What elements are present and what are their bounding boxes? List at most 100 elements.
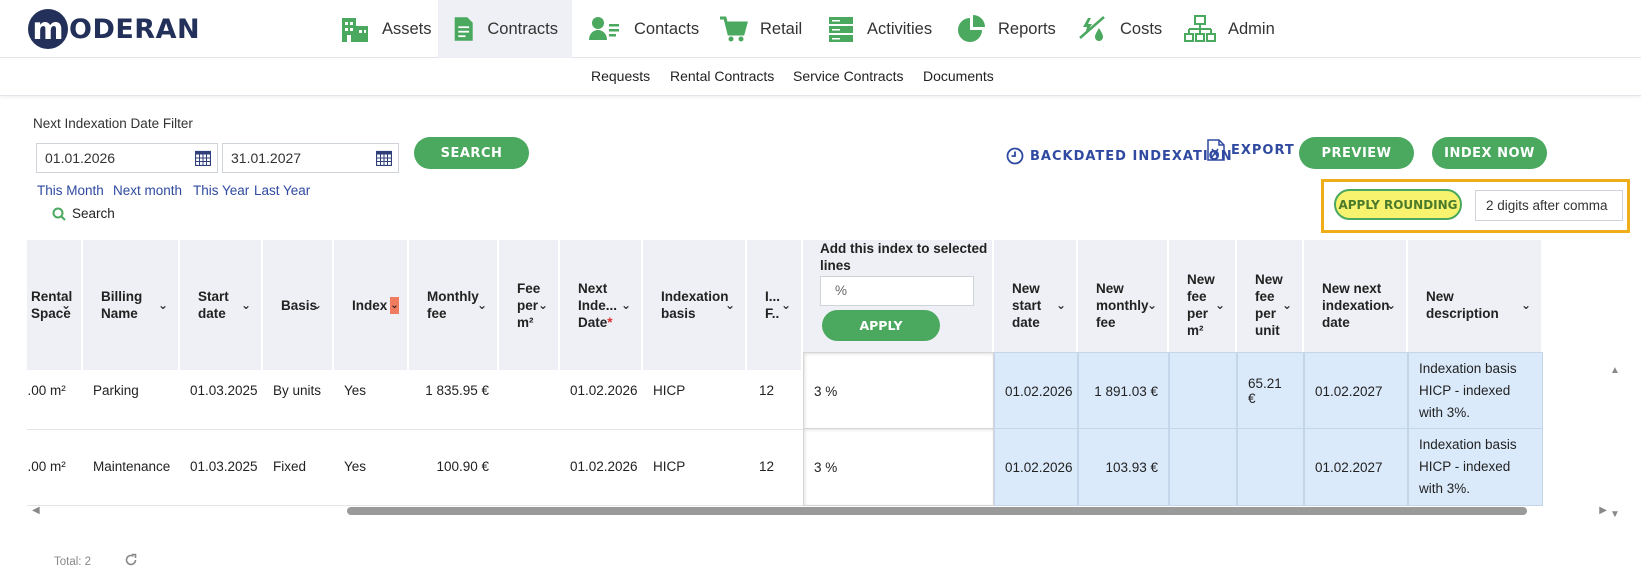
header-text: Fee xyxy=(517,280,541,296)
cart-icon xyxy=(720,16,748,42)
header-text: New xyxy=(1096,280,1124,296)
nav-admin[interactable]: Admin xyxy=(1170,0,1289,58)
quick-link-this-year[interactable]: This Year xyxy=(193,183,250,198)
calendar-icon[interactable] xyxy=(195,150,211,166)
add-index-percent-input[interactable]: % xyxy=(820,276,974,306)
rounding-digits-input[interactable]: 2 digits after comma xyxy=(1475,190,1623,221)
chevron-down-icon: ⌄ xyxy=(476,298,487,312)
nav-reports[interactable]: Reports xyxy=(942,0,1070,58)
header-text: per xyxy=(517,297,539,313)
col-monthly-fee[interactable]: Monthly fee ⌄ xyxy=(409,240,499,370)
date-from-input[interactable]: 01.01.2026 xyxy=(36,143,218,173)
cell-new-fee-per-unit[interactable] xyxy=(1237,428,1304,506)
col-basis[interactable]: Basis ⌄ xyxy=(263,240,334,370)
header-text: Basis xyxy=(281,297,318,313)
chevron-down-icon: ⌄ xyxy=(1214,298,1225,312)
col-i-f[interactable]: I... F.. ⌄ xyxy=(747,240,803,370)
cell-new-fee-per-unit[interactable]: 65.21 € xyxy=(1237,352,1304,430)
moderan-logo[interactable]: m ODERAN xyxy=(28,9,200,49)
refresh-icon[interactable] xyxy=(124,553,138,567)
scroll-right-icon[interactable]: ▶ xyxy=(1599,505,1607,516)
apply-rounding-button[interactable]: APPLY ROUNDING xyxy=(1334,189,1462,220)
sub-navigation: Requests Rental Contracts Service Contra… xyxy=(0,58,1641,96)
cell-basis: Fixed xyxy=(263,428,334,506)
subnav-service-contracts[interactable]: Service Contracts xyxy=(793,68,904,84)
cell-new-start-date[interactable]: 01.02.2026 xyxy=(994,428,1078,506)
col-new-description[interactable]: New description ⌄ xyxy=(1408,240,1543,370)
scroll-down-icon[interactable]: ▼ xyxy=(1610,509,1620,520)
cell-i-f: 12 xyxy=(747,428,803,506)
chevron-down-icon: ⌄ xyxy=(724,298,735,312)
scroll-up-icon[interactable]: ▲ xyxy=(1610,365,1620,376)
col-rental-space[interactable]: Rental Space ⌄ xyxy=(27,240,83,370)
nav-contacts[interactable]: Contacts xyxy=(574,0,713,58)
date-to-input[interactable]: 31.01.2027 xyxy=(222,143,399,173)
nav-costs[interactable]: Costs xyxy=(1064,0,1176,58)
cell-new-fee-per-m2[interactable] xyxy=(1169,428,1237,506)
chevron-down-icon[interactable]: ⌄ xyxy=(390,296,399,314)
col-new-fee-per-unit[interactable]: New fee per unit ⌄ xyxy=(1237,240,1304,370)
vertical-scrollbar[interactable]: ▲ ▼ xyxy=(1610,365,1624,520)
cell-new-fee-per-m2[interactable] xyxy=(1169,352,1237,430)
cell-indexation-basis: HICP xyxy=(643,352,747,430)
cell-add-index-input[interactable]: 3 % xyxy=(803,428,994,506)
search-link[interactable]: Search xyxy=(52,206,115,221)
scroll-left-icon[interactable]: ◀ xyxy=(32,505,40,516)
col-index[interactable]: Index ⌄ xyxy=(334,240,409,370)
quick-link-last-year[interactable]: Last Year xyxy=(254,183,311,198)
cell-new-monthly-fee[interactable]: 103.93 € xyxy=(1078,428,1169,506)
scrollbar-thumb[interactable] xyxy=(347,507,1527,515)
cell-add-index-input[interactable]: 3 % xyxy=(803,352,994,430)
header-text: per xyxy=(1187,306,1209,321)
cell-i-f: 12 xyxy=(747,352,803,430)
quick-link-this-month[interactable]: This Month xyxy=(37,183,104,198)
apply-index-button[interactable]: APPLY xyxy=(822,310,940,341)
chevron-down-icon: ⌄ xyxy=(311,298,322,312)
person-card-icon xyxy=(589,17,619,40)
col-new-fee-per-m2[interactable]: New fee per m² ⌄ xyxy=(1169,240,1237,370)
header-text: m² xyxy=(517,314,534,330)
nav-contracts[interactable]: Contracts xyxy=(438,0,572,58)
col-billing-name[interactable]: Billing Name ⌄ xyxy=(83,240,180,370)
date-from-value: 01.01.2026 xyxy=(45,150,116,166)
col-new-start-date[interactable]: New start date ⌄ xyxy=(994,240,1078,370)
costs-icon xyxy=(1079,16,1105,41)
export-link[interactable]: EXPORT xyxy=(1207,139,1295,161)
cell-billing-name: Parking xyxy=(83,352,180,430)
cell-new-description[interactable]: Indexation basis HICP - indexed with 3%. xyxy=(1408,352,1543,430)
preview-button[interactable]: PREVIEW xyxy=(1299,137,1414,169)
header-text: New next xyxy=(1322,280,1382,296)
pie-chart-icon xyxy=(958,15,985,42)
cell-monthly-fee: 1 835.95 € xyxy=(409,352,499,430)
cell-new-description[interactable]: Indexation basis HICP - indexed with 3%. xyxy=(1408,428,1543,506)
header-text: per xyxy=(1255,306,1277,321)
index-now-button[interactable]: INDEX NOW xyxy=(1432,137,1547,169)
nav-assets[interactable]: Assets xyxy=(326,0,446,58)
col-new-monthly-fee[interactable]: New monthly fee ⌄ xyxy=(1078,240,1169,370)
subnav-rental-contracts[interactable]: Rental Contracts xyxy=(670,68,775,84)
cell-new-monthly-fee[interactable]: 1 891.03 € xyxy=(1078,352,1169,430)
cell-basis: By units xyxy=(263,352,334,430)
cell-new-start-date[interactable]: 01.02.2026 xyxy=(994,352,1078,430)
cell-new-next-indexation-date[interactable]: 01.02.2027 xyxy=(1304,428,1408,506)
col-start-date[interactable]: Start date ⌄ xyxy=(180,240,263,370)
subnav-requests[interactable]: Requests xyxy=(591,68,651,84)
nav-retail[interactable]: Retail xyxy=(704,0,816,58)
col-new-next-indexation-date[interactable]: New next indexation date ⌄ xyxy=(1304,240,1408,370)
search-button[interactable]: SEARCH xyxy=(414,137,529,169)
nav-activities[interactable]: Activities xyxy=(813,0,946,58)
col-fee-per-m2[interactable]: Fee per m² ⌄ xyxy=(499,240,560,370)
horizontal-scrollbar[interactable]: ◀ ▶ xyxy=(27,504,1607,518)
col-next-index-date[interactable]: Next Inde... Date* ⌄ xyxy=(560,240,643,370)
header-text: I... xyxy=(765,289,781,304)
header-text: Rental xyxy=(31,289,73,304)
header-text: New xyxy=(1012,280,1040,296)
calendar-icon[interactable] xyxy=(376,150,392,166)
search-icon xyxy=(52,207,66,221)
backdated-indexation-link[interactable]: BACKDATED INDEXATION xyxy=(1006,147,1233,165)
quick-link-next-month[interactable]: Next month xyxy=(113,183,183,198)
subnav-documents[interactable]: Documents xyxy=(923,68,994,84)
cell-new-next-indexation-date[interactable]: 01.02.2027 xyxy=(1304,352,1408,430)
col-indexation-basis[interactable]: Indexation basis ⌄ xyxy=(643,240,747,370)
header-text: fee xyxy=(427,306,447,321)
